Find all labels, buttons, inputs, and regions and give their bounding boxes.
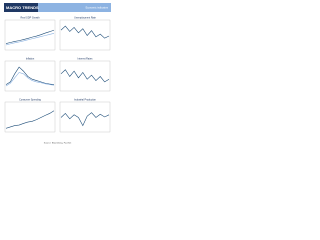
chart-title: Inflation xyxy=(26,58,35,61)
plot-frame xyxy=(4,60,56,92)
chart-title: Consumer Spending xyxy=(19,99,41,102)
footer-note: Source: Bloomberg, FactSet xyxy=(44,142,72,145)
chart-title: Interest Rates xyxy=(78,58,94,61)
line-series xyxy=(60,69,110,83)
plot-frame xyxy=(59,101,111,133)
plot-frame xyxy=(59,19,111,51)
line-series xyxy=(5,110,55,129)
header-title: MACRO TRENDS xyxy=(6,5,39,10)
header-subtitle: Economic indicators xyxy=(86,6,109,9)
page: MACRO TRENDS Economic indicators Source:… xyxy=(4,3,111,145)
chart-title: Industrial Production xyxy=(74,99,96,102)
line-series xyxy=(5,33,55,46)
chart-title: Unemployment Rate xyxy=(74,17,96,20)
line-series xyxy=(5,72,55,87)
plot-frame xyxy=(4,19,56,51)
line-series xyxy=(60,25,110,39)
line-series xyxy=(5,29,55,44)
chart-title: Real GDP Growth xyxy=(20,17,40,20)
plot-frame xyxy=(59,60,111,92)
plot-frame xyxy=(4,101,56,133)
line-series xyxy=(5,66,55,85)
header-strip xyxy=(38,3,111,12)
header-box xyxy=(4,3,38,12)
line-series xyxy=(60,112,110,127)
